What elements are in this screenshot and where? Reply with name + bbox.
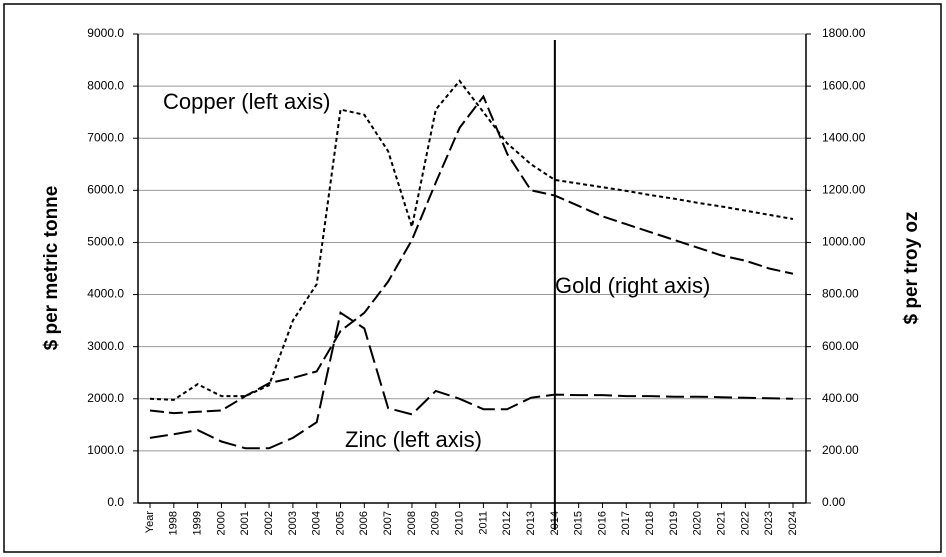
series-label: Gold (right axis) — [555, 273, 710, 298]
x-tick-label: 2016 — [596, 511, 608, 535]
y2-tick-label: 0.00 — [822, 495, 846, 509]
x-tick-label: 2011 — [477, 511, 489, 535]
y-tick-label: 2000.0 — [87, 391, 124, 405]
x-tick-label: Year — [144, 511, 156, 534]
x-tick-label: 2010 — [453, 511, 465, 535]
y2-axis-title: $ per troy oz — [901, 212, 922, 325]
x-tick-label: 2008 — [406, 511, 418, 535]
x-tick-label: 2015 — [573, 511, 585, 535]
y2-tick-label: 1800.00 — [822, 26, 866, 40]
y2-tick-label: 800.00 — [822, 287, 859, 301]
x-tick-label: 2009 — [430, 511, 442, 535]
x-tick-label: 2006 — [358, 511, 370, 535]
y-tick-label: 0.0 — [107, 495, 124, 509]
series-label: Copper (left axis) — [163, 89, 331, 114]
x-tick-label: 2001 — [239, 511, 251, 535]
y-tick-label: 7000.0 — [87, 130, 124, 144]
series-line — [149, 94, 794, 415]
y-tick-label: 3000.0 — [87, 339, 124, 353]
y2-tick-label: 200.00 — [822, 443, 859, 457]
x-tick-label: 2004 — [311, 511, 323, 535]
y2-tick-label: 1200.00 — [822, 183, 866, 197]
y2-tick-label: 600.00 — [822, 339, 859, 353]
x-tick-label: 2012 — [501, 511, 513, 535]
y2-tick-label: 1600.00 — [822, 78, 866, 92]
x-tick-label: 2018 — [644, 511, 656, 535]
x-tick-label: 2019 — [668, 511, 680, 535]
y-tick-label: 4000.0 — [87, 287, 124, 301]
y-axis-title: $ per metric tonne — [41, 186, 62, 351]
x-tick-label: 2023 — [763, 511, 775, 535]
x-tick-label: 2007 — [382, 511, 394, 535]
y-tick-label: 6000.0 — [87, 183, 124, 197]
y2-tick-label: 1400.00 — [822, 130, 866, 144]
y-tick-label: 5000.0 — [87, 235, 124, 249]
x-tick-label: 2022 — [739, 511, 751, 535]
series-line — [149, 79, 794, 401]
x-tick-label: 2000 — [215, 511, 227, 535]
y2-tick-label: 400.00 — [822, 391, 859, 405]
y-tick-label: 9000.0 — [87, 26, 124, 40]
series-line — [149, 311, 794, 450]
x-tick-label: 2020 — [692, 511, 704, 535]
x-tick-label: 2002 — [263, 511, 275, 535]
x-tick-label: 2017 — [620, 511, 632, 535]
x-tick-label: 1998 — [168, 511, 180, 535]
x-tick-label: 2024 — [787, 511, 799, 535]
x-tick-label: 2005 — [334, 511, 346, 535]
frame — [3, 3, 942, 553]
y-tick-label: 1000.0 — [87, 443, 124, 457]
series-label: Zinc (left axis) — [345, 427, 482, 452]
x-tick-label: 2013 — [525, 511, 537, 535]
x-tick-label: 2021 — [715, 511, 727, 535]
x-tick-label: 1999 — [192, 511, 204, 535]
y2-tick-label: 1000.00 — [822, 235, 866, 249]
x-tick-label: 2003 — [287, 511, 299, 535]
y-tick-label: 8000.0 — [87, 78, 124, 92]
